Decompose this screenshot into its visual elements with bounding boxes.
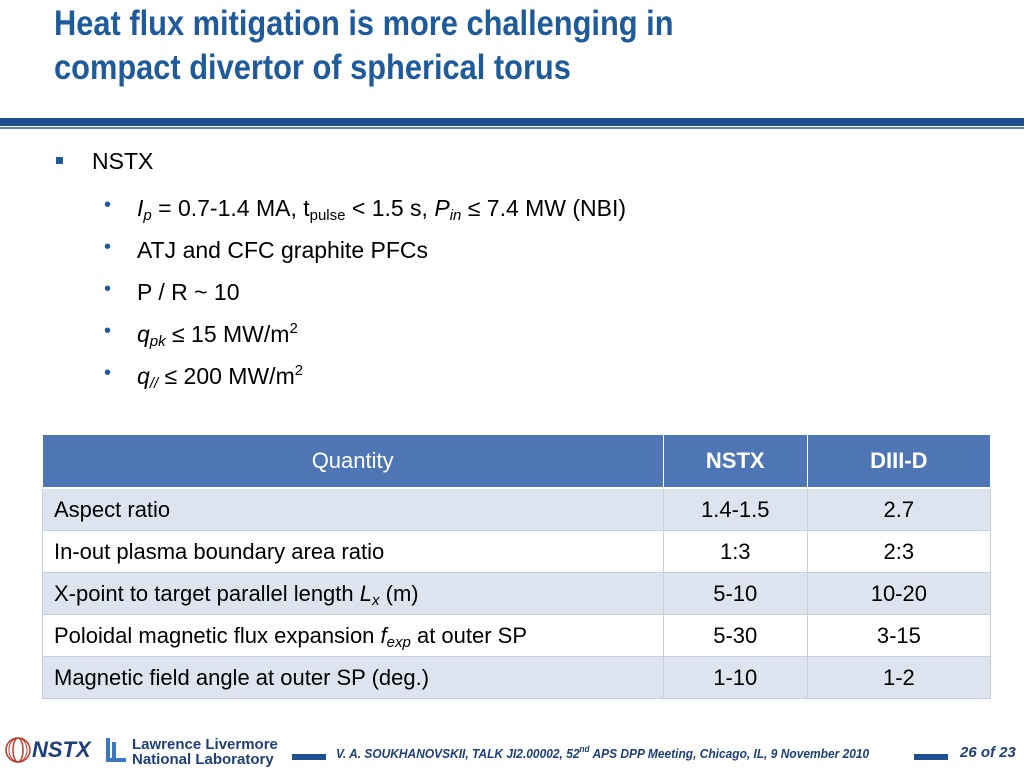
- cell-nstx: 1:3: [662, 530, 808, 573]
- var-subscript: pk: [149, 333, 166, 350]
- table-row: Aspect ratio 1.4-1.5 2.7: [42, 487, 992, 531]
- text-segment: (m): [379, 580, 419, 606]
- footer-citation: V. A. SOUKHANOVSKII, TALK JI2.00002, 52n…: [336, 744, 870, 762]
- dot-bullet-icon: •: [104, 362, 112, 384]
- cell-quantity: Aspect ratio: [42, 487, 664, 531]
- header-nstx: NSTX: [663, 435, 808, 489]
- llnl-logo-text: Lawrence Livermore National Laboratory: [132, 737, 278, 767]
- var-symbol: q: [137, 363, 150, 389]
- footer-bar-left: [292, 754, 326, 760]
- var-symbol: L: [359, 580, 372, 606]
- llnl-line1: Lawrence Livermore: [132, 736, 278, 753]
- text-segment: ≤ 7.4 MW (NBI): [461, 195, 627, 221]
- text-segment: ≤ 15 MW/m: [165, 321, 290, 347]
- var-symbol: q: [137, 321, 150, 347]
- var-subscript: in: [449, 207, 462, 224]
- comparison-table: Quantity NSTX DIII-D Aspect ratio 1.4-1.…: [42, 435, 992, 699]
- header-quantity: Quantity: [42, 435, 664, 489]
- dot-bullet-icon: •: [104, 194, 112, 216]
- llnl-line2: National Laboratory: [132, 751, 274, 768]
- cell-diiid: 10-20: [806, 572, 992, 615]
- dot-bullet-icon: •: [104, 236, 112, 258]
- citation-superscript: nd: [579, 744, 590, 754]
- var-subscript: x: [372, 591, 380, 609]
- text-segment: at outer SP: [410, 622, 528, 648]
- var-symbol: P: [434, 195, 450, 221]
- cell-diiid: 1-2: [806, 656, 992, 699]
- text-segment: = 0.7-1.4 MA, t: [151, 195, 310, 221]
- cell-diiid: 3-15: [806, 614, 992, 657]
- cell-quantity: Poloidal magnetic flux expansion fexp at…: [42, 614, 664, 657]
- bullet-item-text: P / R ~ 10: [137, 279, 240, 305]
- slide-title-line2: compact divertor of spherical torus: [54, 48, 571, 87]
- slide-title-line1: Heat flux mitigation is more challenging…: [54, 4, 674, 43]
- nstx-logo-icon: [5, 737, 31, 763]
- var-subscript: pulse: [309, 207, 346, 224]
- cell-diiid: 2:3: [806, 530, 992, 573]
- table-row: In-out plasma boundary area ratio 1:3 2:…: [42, 530, 992, 573]
- slide-title: Heat flux mitigation is more challenging…: [54, 2, 846, 90]
- square-bullet-icon: [56, 157, 63, 164]
- nstx-logo-text: NSTX: [32, 737, 91, 762]
- var-subscript: //: [149, 375, 159, 392]
- cell-nstx: 5-30: [662, 614, 808, 657]
- cell-nstx: 1-10: [662, 656, 808, 699]
- table-row: Poloidal magnetic flux expansion fexp at…: [42, 614, 992, 657]
- llnl-logo-icon: [106, 738, 126, 762]
- slide-footer: NSTX Lawrence Livermore National Laborat…: [0, 728, 1024, 768]
- title-divider-thin: [0, 127, 1024, 129]
- cell-nstx: 1.4-1.5: [662, 487, 808, 531]
- bullet-item-text: qpk ≤ 15 MW/m2: [137, 320, 298, 350]
- citation-text: V. A. SOUKHANOVSKII, TALK JI2.00002, 52: [336, 746, 580, 761]
- citation-text: APS DPP Meeting, Chicago, IL, 9 November…: [589, 746, 870, 761]
- text-segment: < 1.5 s,: [345, 195, 435, 221]
- page-number: 26 of 23: [960, 744, 1016, 761]
- header-diiid: DIII-D: [807, 435, 992, 489]
- var-symbol: f: [380, 622, 387, 648]
- var-subscript: exp: [386, 633, 411, 651]
- var-symbol: I: [137, 195, 144, 221]
- text-segment: X-point to target parallel length: [54, 580, 360, 606]
- cell-quantity: X-point to target parallel length Lx (m): [42, 572, 664, 615]
- superscript: 2: [289, 320, 298, 337]
- cell-nstx: 5-10: [662, 572, 808, 615]
- cell-quantity: In-out plasma boundary area ratio: [42, 530, 664, 573]
- text-segment: Poloidal magnetic flux expansion: [54, 622, 381, 648]
- bullet-level1-text: NSTX: [92, 148, 154, 174]
- text-segment: ≤ 200 MW/m: [158, 363, 295, 389]
- dot-bullet-icon: •: [104, 320, 112, 342]
- cell-quantity: Magnetic field angle at outer SP (deg.): [42, 656, 664, 699]
- bullet-item-text: q// ≤ 200 MW/m2: [137, 362, 304, 392]
- bullet-item-text: Ip = 0.7-1.4 MA, tpulse < 1.5 s, Pin ≤ 7…: [137, 195, 627, 224]
- superscript: 2: [294, 362, 304, 379]
- footer-bar-right: [914, 754, 948, 760]
- table-row: Magnetic field angle at outer SP (deg.) …: [42, 656, 992, 699]
- title-divider: [0, 118, 1024, 126]
- var-subscript: p: [143, 207, 152, 224]
- cell-diiid: 2.7: [806, 487, 992, 531]
- table-row: X-point to target parallel length Lx (m)…: [42, 572, 992, 615]
- bullet-item-text: ATJ and CFC graphite PFCs: [137, 237, 429, 263]
- table-header-row: Quantity NSTX DIII-D: [42, 435, 992, 489]
- dot-bullet-icon: •: [104, 278, 112, 300]
